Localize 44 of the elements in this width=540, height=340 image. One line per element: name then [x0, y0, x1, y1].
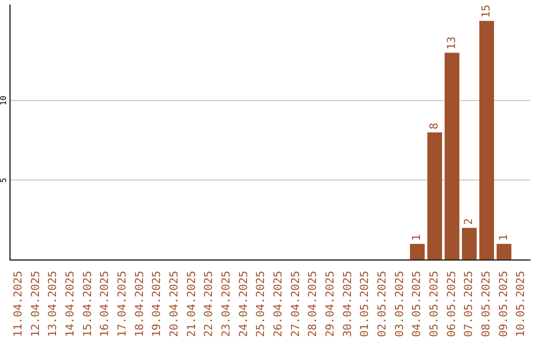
x-tick-label: 21.04.2025	[184, 270, 198, 338]
x-tick-label: 18.04.2025	[132, 270, 146, 338]
x-tick-label: 01.05.2025	[358, 270, 372, 338]
x-tick-label: 23.04.2025	[220, 270, 233, 338]
x-tick-label: 16.04.2025	[98, 270, 112, 338]
x-tick-label: 05.05.2025	[428, 270, 441, 338]
x-tick-label: 07.05.2025	[462, 270, 476, 338]
bar	[479, 20, 494, 260]
x-tick-label: 28.04.2025	[306, 270, 320, 338]
y-tick-label: 5	[0, 178, 8, 183]
x-tick-label: 24.04.2025	[236, 270, 250, 338]
x-tick-label: 03.05.2025	[392, 270, 406, 338]
x-tick-label: 09.05.2025	[496, 270, 510, 338]
bar	[444, 52, 460, 260]
x-tick-label: 11.04.2025	[12, 270, 25, 338]
data-label: 2	[462, 218, 476, 225]
x-tick-label: 27.04.2025	[288, 270, 302, 338]
x-tick-label: 29.04.2025	[324, 270, 337, 338]
x-tick-label: 06.05.2025	[444, 270, 458, 338]
x-tick-label: 26.04.2025	[272, 270, 285, 338]
bar	[410, 244, 425, 260]
x-tick-label: 04.05.2025	[410, 270, 424, 338]
data-label: 15	[480, 4, 493, 18]
bar	[427, 132, 442, 260]
data-label: 1	[410, 234, 424, 241]
data-label: 13	[444, 36, 458, 50]
x-tick-label: 25.04.2025	[254, 270, 268, 338]
data-label: 8	[428, 122, 441, 130]
x-tick-label: 17.04.2025	[116, 270, 129, 338]
x-tick-label: 19.04.2025	[150, 270, 164, 338]
y-tick-label: 10	[0, 96, 8, 106]
x-tick-label: 10.05.2025	[514, 270, 528, 338]
x-tick-label: 08.05.2025	[480, 270, 493, 338]
bar	[462, 228, 477, 260]
x-tick-label: 02.05.2025	[376, 270, 389, 338]
bar	[496, 244, 512, 260]
x-tick-label: 12.04.2025	[28, 270, 42, 338]
x-tick-label: 15.04.2025	[80, 270, 94, 338]
x-tick-label: 22.04.2025	[202, 270, 216, 338]
x-tick-label: 13.04.2025	[46, 270, 60, 338]
x-tick-label: 14.04.2025	[64, 270, 77, 338]
x-tick-label: 30.04.2025	[340, 270, 354, 338]
x-tick-label: 20.04.2025	[168, 270, 181, 338]
data-label: 1	[496, 234, 510, 241]
